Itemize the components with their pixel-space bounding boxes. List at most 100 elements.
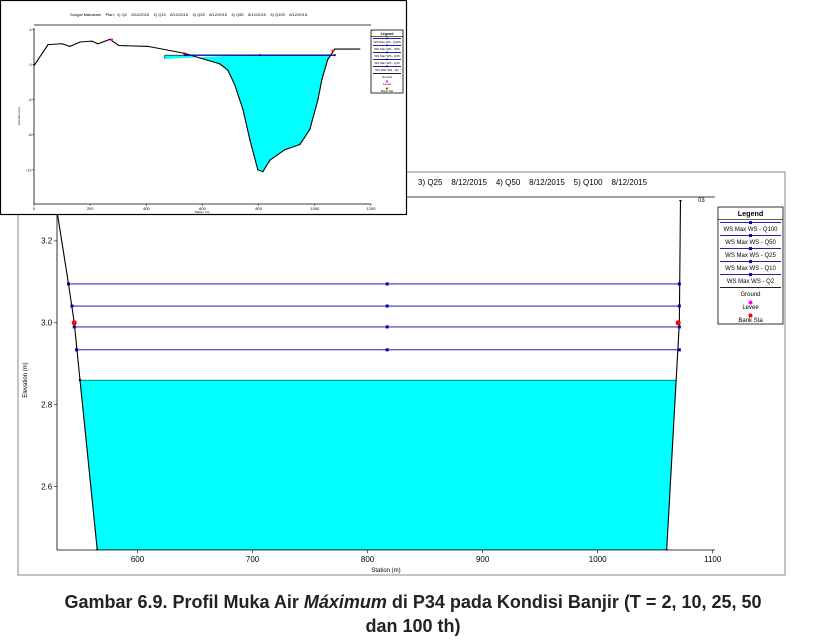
legend-label: Ground bbox=[382, 75, 392, 79]
legend-label: WS Max WS - Q100 bbox=[723, 227, 778, 233]
line-marker bbox=[75, 348, 79, 352]
x-axis-label: Station (m) bbox=[371, 568, 400, 574]
legend-label: WS Max WS - Q50 bbox=[374, 47, 400, 51]
line-marker bbox=[385, 282, 389, 286]
x-tick-label: 400 bbox=[143, 206, 150, 211]
point bbox=[331, 49, 335, 53]
ground-point bbox=[344, 48, 346, 50]
ground-point bbox=[359, 48, 361, 50]
legend-label: WS Max WS - Q100 bbox=[373, 40, 400, 44]
legend-label: WS Max WS - Q10 bbox=[374, 61, 400, 65]
line-marker bbox=[385, 348, 389, 352]
ground-point bbox=[234, 84, 236, 86]
figure: 3) Q25 8/12/2015 4) Q50 8/12/2015 5) Q10… bbox=[0, 0, 786, 576]
legend-label: WS Max WS - Q2 bbox=[375, 68, 399, 72]
ground-point bbox=[257, 169, 259, 171]
water-area bbox=[59, 379, 681, 550]
ground-point bbox=[299, 143, 301, 146]
legend-swatch bbox=[748, 300, 753, 305]
line-marker bbox=[258, 54, 261, 56]
line-marker bbox=[72, 325, 76, 329]
legend: Legend WS Max WS - Q100 WS Max WS - Q50 WS … bbox=[370, 29, 404, 94]
caption-text: Gambar 6.9. Profil Muka Air bbox=[64, 592, 304, 612]
ground-point bbox=[227, 69, 229, 71]
ground-point bbox=[321, 79, 323, 81]
legend-label: Bank Sta bbox=[381, 89, 394, 93]
legend-swatch bbox=[386, 58, 388, 61]
x-tick-label: 700 bbox=[246, 555, 260, 564]
y-axis-label: Elevation (m) bbox=[17, 107, 21, 125]
ground-point bbox=[219, 63, 221, 65]
ground-line bbox=[57, 200, 682, 550]
legend: Legend WS Max WS - Q100 WS Max WS - Q50 WS … bbox=[717, 206, 784, 325]
y-tick-label: 3.0 bbox=[41, 319, 53, 328]
ground-point bbox=[147, 45, 149, 48]
x-tick-label: 200 bbox=[87, 206, 94, 211]
chart-title: 3) Q25 8/12/2015 4) Q50 8/12/2015 5) Q10… bbox=[418, 178, 648, 187]
x-tick-label: 800 bbox=[361, 555, 375, 564]
ground-point bbox=[91, 40, 93, 42]
ground-point bbox=[284, 149, 286, 151]
water bbox=[59, 379, 681, 550]
ground-point bbox=[79, 41, 81, 43]
legend-title: Legend bbox=[738, 209, 764, 218]
ground-point bbox=[249, 139, 251, 141]
x-axis-label: Station (m) bbox=[195, 210, 210, 214]
chart: 3) Q25 8/12/2015 4) Q50 8/12/2015 5) Q10… bbox=[17, 171, 786, 576]
ground-point bbox=[118, 44, 120, 47]
caption: Gambar 6.9. Profil Muka Air Máximum di P… bbox=[0, 590, 826, 638]
ground-point bbox=[679, 200, 682, 202]
legend-box bbox=[370, 29, 404, 94]
plot-area bbox=[57, 200, 682, 550]
chart-title: Sungai Mahakam Plan: 1) Q2 8/12/2015 2) … bbox=[70, 12, 308, 17]
line-marker bbox=[385, 325, 389, 329]
legend-swatch bbox=[386, 65, 388, 68]
legend-swatch bbox=[748, 313, 753, 318]
line-marker bbox=[67, 282, 71, 286]
legend-swatch bbox=[749, 247, 752, 251]
point bbox=[182, 52, 186, 55]
line-marker bbox=[677, 325, 681, 329]
ground-point bbox=[327, 58, 329, 61]
x-tick-label: 800 bbox=[255, 206, 262, 211]
legend-swatch bbox=[749, 260, 752, 264]
y-tick-label: 2.6 bbox=[41, 482, 53, 491]
caption-italic: Máximum bbox=[303, 592, 387, 612]
x-tick-label: 1100 bbox=[704, 555, 722, 564]
y-axis-label: Elevation (m) bbox=[23, 362, 29, 397]
chart: Sungai Mahakam Plan: 1) Q2 8/12/2015 2) … bbox=[0, 0, 408, 216]
ground-point bbox=[47, 43, 49, 46]
y-tick-label: 4 bbox=[29, 27, 32, 32]
legend-label: Levee bbox=[383, 82, 392, 86]
ground-point bbox=[262, 170, 264, 173]
legend-swatch bbox=[386, 37, 388, 40]
legend-swatch bbox=[386, 44, 388, 47]
x-tick-label: 1200 bbox=[367, 206, 377, 211]
x-tick-label: 600 bbox=[199, 206, 206, 211]
legend-swatch bbox=[749, 273, 752, 277]
ground-point bbox=[269, 159, 271, 161]
ground-point bbox=[204, 58, 206, 61]
legend-title: Legend bbox=[381, 32, 394, 36]
line-marker bbox=[677, 348, 681, 352]
legend-label: WS Max WS - Q25 bbox=[374, 54, 400, 58]
x-tick-label: 600 bbox=[131, 555, 145, 564]
line-marker bbox=[184, 54, 186, 56]
y-tick-label: -4 bbox=[28, 97, 32, 102]
legend-label: Bank Sta bbox=[738, 318, 763, 324]
y-tick-label: 0 bbox=[29, 62, 32, 67]
x-tick-label: 0 bbox=[33, 206, 36, 211]
chart-frame bbox=[0, 0, 408, 216]
x-tick-label: 1000 bbox=[310, 206, 320, 211]
legend-label: WS Max WS - Q2 bbox=[727, 279, 775, 285]
legend-swatch bbox=[386, 51, 388, 54]
legend-label: WS Max WS - Q50 bbox=[725, 240, 776, 246]
legend-swatch bbox=[749, 234, 752, 238]
line-marker bbox=[385, 304, 389, 308]
legend-label: WS Max WS - Q25 bbox=[725, 253, 776, 259]
legend-label: Levee bbox=[742, 305, 759, 311]
ground-point bbox=[334, 48, 336, 50]
caption-text: dan 100 th) bbox=[365, 616, 461, 636]
ground-point bbox=[78, 378, 82, 382]
